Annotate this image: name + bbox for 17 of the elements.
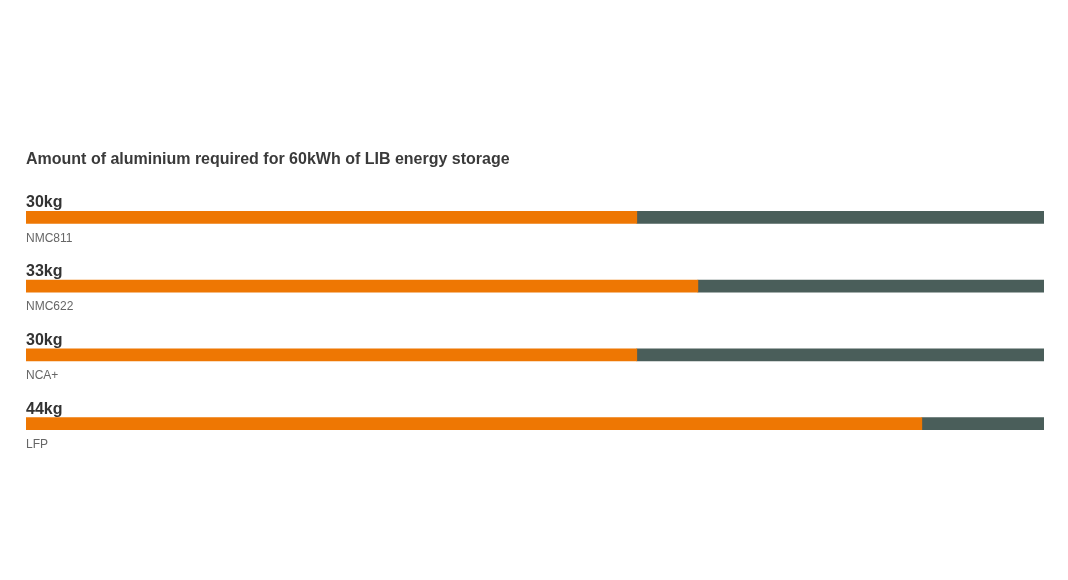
chart-title: Amount of aluminium required for 60kWh of LIB energy storage — [26, 150, 510, 168]
y-tick-label: NMC622 — [26, 299, 74, 314]
bar — [26, 279, 699, 293]
y-tick-label: NCA+ — [26, 368, 59, 383]
bar — [26, 348, 638, 362]
bar — [636, 348, 1044, 362]
data-label: 30kg — [26, 193, 63, 211]
bar — [921, 417, 1044, 430]
bar — [26, 417, 923, 430]
y-tick-label: LFP — [26, 436, 49, 451]
bar — [26, 211, 638, 224]
y-tick-label: NMC811 — [26, 230, 73, 245]
data-label: 30kg — [26, 330, 63, 348]
data-label: 33kg — [26, 262, 63, 280]
bar — [697, 279, 1044, 293]
bar — [636, 211, 1044, 224]
data-label: 44kg — [26, 399, 63, 417]
